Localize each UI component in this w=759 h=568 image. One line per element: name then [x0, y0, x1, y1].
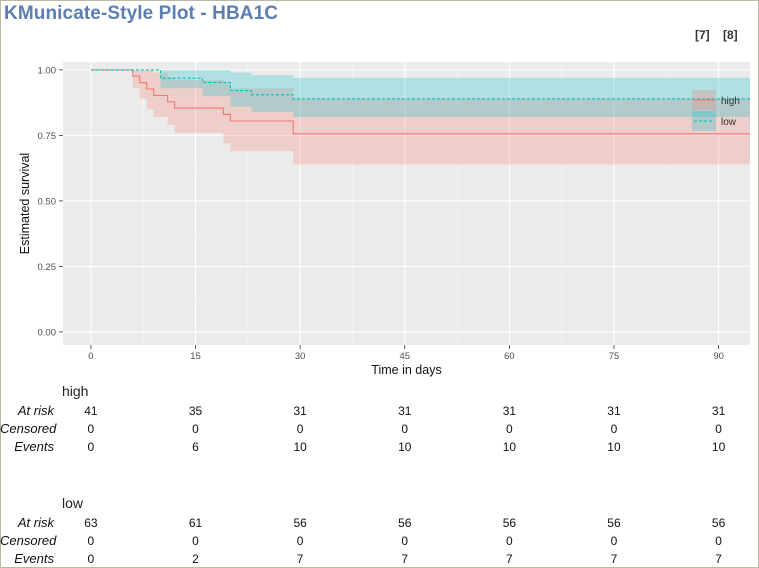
risk-cell: 6	[192, 440, 199, 454]
legend-label-low: low	[721, 117, 737, 128]
risk-row-label-events: Events	[14, 551, 54, 566]
ci-band-low	[90, 69, 750, 117]
risk-cell: 0	[401, 534, 409, 548]
ci-band-high	[90, 69, 750, 165]
risk-cell: 0	[192, 534, 199, 548]
risk-cell: 31	[607, 404, 621, 418]
legend-label-high: high	[721, 96, 740, 107]
risk-cell: 0	[87, 534, 95, 548]
x-tick-label: 75	[609, 351, 620, 362]
risk-cell: 0	[87, 440, 95, 454]
x-tick-label: 45	[399, 351, 410, 362]
y-tick-label: 1.00	[38, 65, 57, 76]
y-axis-title: Estimated survival	[18, 153, 32, 254]
risk-cell: 0	[296, 422, 304, 436]
risk-cell: 0	[610, 534, 618, 548]
risk-cell: 31	[293, 404, 307, 418]
risk-group-label-low: low	[62, 495, 84, 511]
risk-cell: 0	[715, 422, 722, 436]
y-tick-label: 0.75	[38, 131, 57, 142]
risk-group-label-high: high	[62, 383, 89, 399]
risk-cell: 10	[607, 440, 621, 454]
risk-row-label-at-risk: At risk	[17, 515, 54, 530]
risk-cell: 31	[502, 404, 517, 418]
risk-row-label-events: Events	[14, 439, 54, 454]
risk-cell: 61	[188, 516, 203, 530]
risk-cell: 0	[87, 552, 95, 566]
x-tick-label: 90	[713, 351, 724, 362]
risk-cell: 0	[296, 534, 304, 548]
survival-line-low	[90, 69, 750, 100]
x-axis-title: Time in days	[371, 363, 441, 377]
risk-cell: 56	[398, 516, 412, 530]
risk-cell: 0	[87, 422, 95, 436]
x-tick-label: 15	[190, 351, 201, 362]
risk-cell: 0	[506, 422, 513, 436]
risk-cell: 7	[715, 552, 722, 566]
risk-cell: 7	[506, 552, 513, 566]
risk-cell: 63	[84, 516, 98, 530]
risk-cell: 56	[502, 516, 517, 530]
risk-cell: 2	[192, 552, 199, 566]
page-link-7[interactable]: [7]	[695, 28, 710, 42]
plot-panel	[63, 62, 750, 345]
risk-cell: 0	[610, 422, 618, 436]
risk-cell: 10	[711, 440, 726, 454]
risk-cell: 56	[711, 516, 726, 530]
x-tick-label: 30	[295, 351, 306, 362]
y-tick-label: 0.25	[38, 262, 57, 273]
risk-row-label-at-risk: At risk	[17, 403, 54, 418]
km-chart: 0 15 30 45 60 75 90 0.00 0.25 0.50 0.75 1.00 Time in…	[18, 62, 750, 377]
risk-cell: 7	[296, 552, 304, 566]
page-link-8[interactable]: [8]	[723, 28, 738, 42]
risk-cell: 0	[506, 534, 513, 548]
risk-cell: 7	[610, 552, 618, 566]
risk-cell: 41	[84, 404, 98, 418]
risk-cell: 35	[188, 404, 203, 418]
risk-cell: 7	[401, 552, 409, 566]
risk-cell: 56	[607, 516, 621, 530]
risk-cell: 0	[192, 422, 199, 436]
risk-cell: 10	[502, 440, 517, 454]
survival-line-high	[90, 69, 750, 135]
risk-cell: 10	[398, 440, 412, 454]
risk-cell: 31	[398, 404, 412, 418]
risk-row-label-censored: Censored	[0, 533, 57, 548]
risk-row-label-censored: Censored	[0, 421, 57, 436]
risk-cell: 0	[715, 534, 722, 548]
x-tick-label: 0	[88, 351, 93, 362]
y-tick-label: 0.00	[38, 327, 57, 338]
risk-cell: 56	[293, 516, 307, 530]
y-tick-label: 0.50	[38, 196, 57, 207]
risk-cell: 10	[293, 440, 307, 454]
risk-cell: 0	[401, 422, 409, 436]
legend: high low	[692, 90, 740, 131]
risk-cell: 31	[711, 404, 726, 418]
x-tick-label: 60	[504, 351, 515, 362]
page-title: KMunicate-Style Plot - HBA1C	[4, 3, 279, 24]
